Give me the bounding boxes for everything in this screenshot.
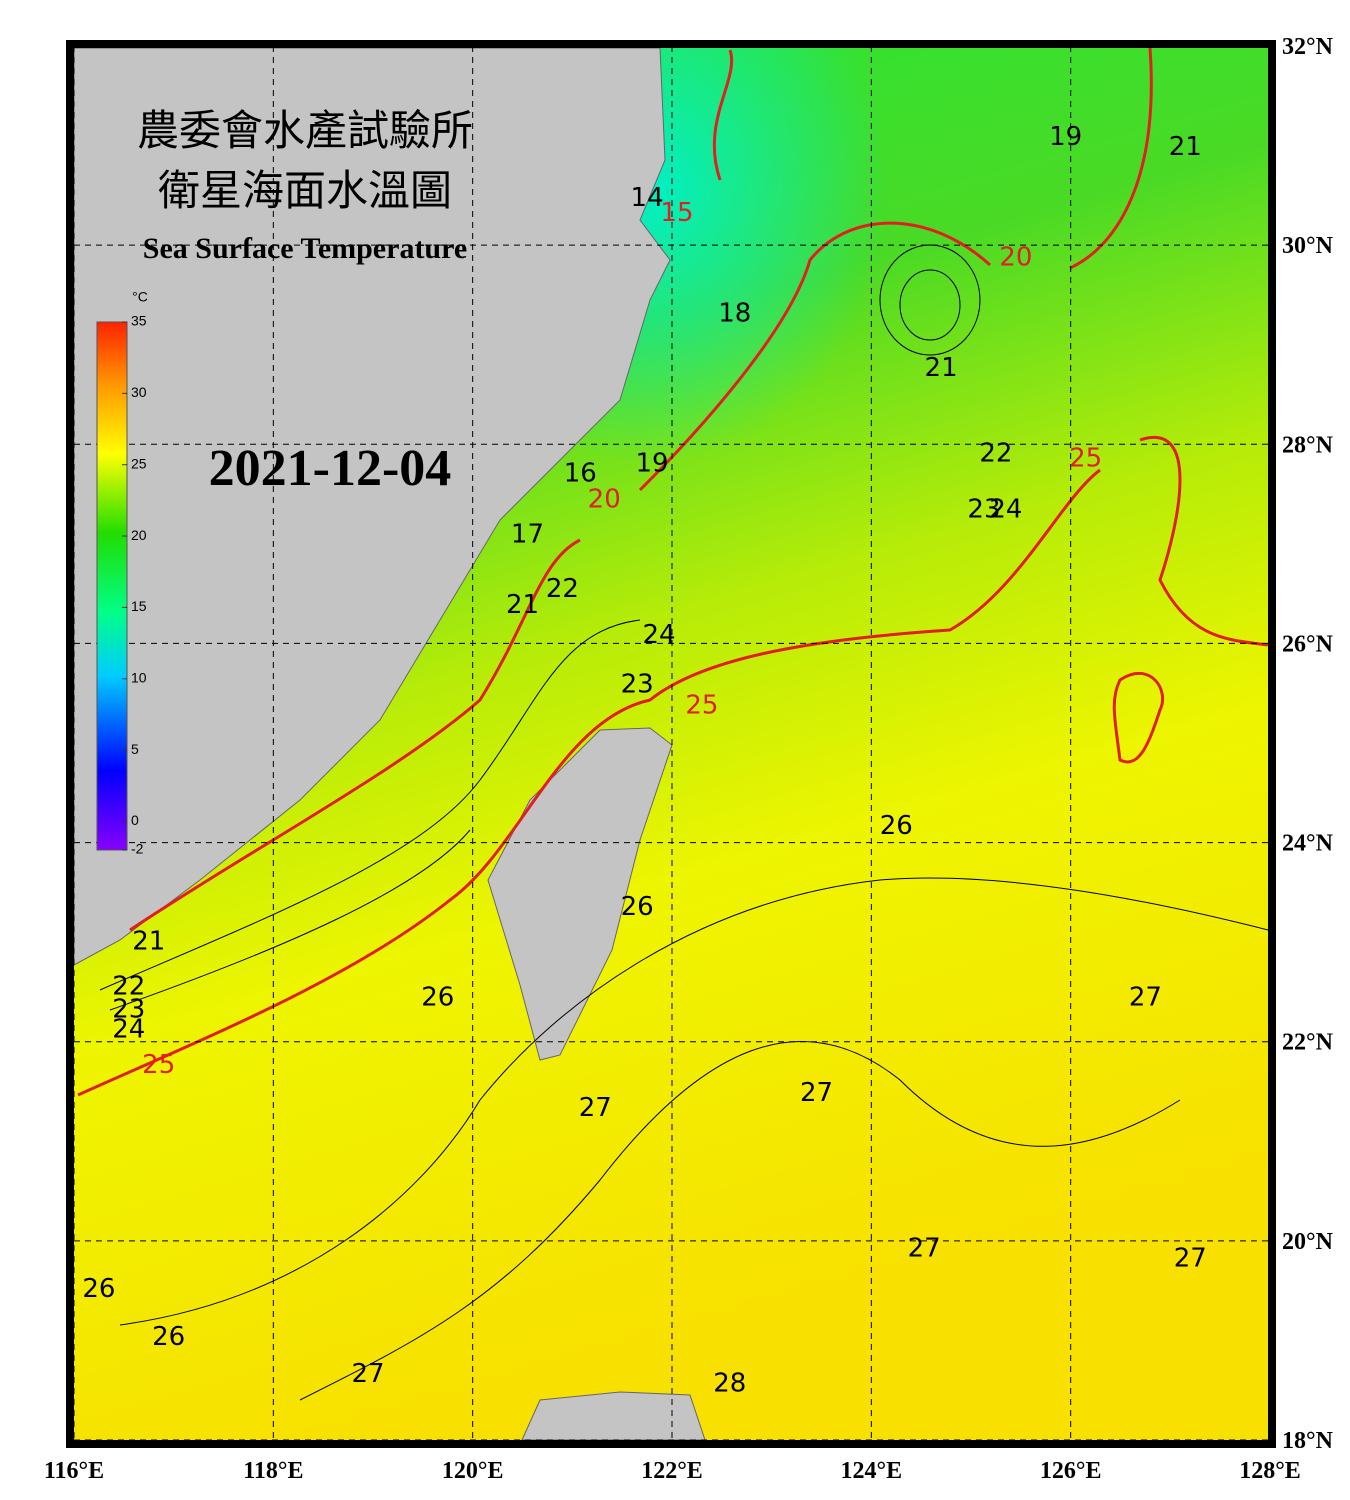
contour-label: 27 xyxy=(351,1359,384,1389)
colorbar-unit: °C xyxy=(132,289,148,305)
lat-label: 22°N xyxy=(1282,1030,1334,1056)
contour-label: 24 xyxy=(112,1014,145,1044)
lat-label: 24°N xyxy=(1282,831,1334,857)
contour-label: 20 xyxy=(999,243,1032,273)
contour-label: 21 xyxy=(925,353,958,383)
lat-label: 26°N xyxy=(1282,631,1334,657)
contour-label: 23 xyxy=(621,670,654,700)
contour-label: 15 xyxy=(660,198,693,228)
date: 2021-12-04 xyxy=(209,440,452,497)
lon-label: 116°E xyxy=(44,1458,104,1484)
contour-label: 24 xyxy=(989,495,1022,525)
frame xyxy=(66,40,1276,1448)
contour-label: 25 xyxy=(142,1050,175,1080)
contours xyxy=(99,244,1269,1401)
colorbar-tick-label: 10 xyxy=(131,669,147,685)
contour-label: 26 xyxy=(880,811,913,841)
lon-label: 124°E xyxy=(841,1458,903,1484)
lat-label: 28°N xyxy=(1282,432,1334,458)
contour-label: 16 xyxy=(564,459,597,489)
lon-label: 122°E xyxy=(641,1458,703,1484)
contour-label: 28 xyxy=(713,1369,746,1399)
contour-label: 21 xyxy=(1169,132,1202,162)
contour-label: 23 xyxy=(112,994,145,1024)
contour-label: 14 xyxy=(631,183,664,213)
isotherms xyxy=(77,47,1269,1097)
contour-label: 24 xyxy=(642,620,675,650)
contour-label: 22 xyxy=(112,971,145,1001)
lon-label: 120°E xyxy=(442,1458,504,1484)
subtitle-zh: 衛星海面水溫圖 xyxy=(158,166,452,215)
lon-label: 128°E xyxy=(1239,1458,1301,1484)
colorbar-tick-label: 0 xyxy=(131,812,139,828)
lat-label: 30°N xyxy=(1282,233,1334,259)
contour-label: 25 xyxy=(1069,444,1102,474)
lat-label: 18°N xyxy=(1282,1428,1334,1454)
colorbar-tick-label: 30 xyxy=(131,384,147,400)
title-en: Sea Surface Temperature xyxy=(143,232,467,265)
contour-label: 26 xyxy=(421,982,454,1012)
contour-label: 19 xyxy=(1049,122,1082,152)
contour-label: 19 xyxy=(636,449,669,479)
contour-label: 21 xyxy=(132,927,165,957)
contour-label: 27 xyxy=(579,1093,612,1123)
contour-label: 21 xyxy=(506,590,539,620)
contour-label: 22 xyxy=(546,574,579,604)
luzon xyxy=(521,1391,706,1441)
colorbar-tick-label: 5 xyxy=(131,741,139,757)
contour-label: 23 xyxy=(967,495,1000,525)
colorbar-tick-label: -2 xyxy=(131,841,144,857)
contour-label: 18 xyxy=(718,298,751,328)
contour-label: 22 xyxy=(979,439,1012,469)
lat-label: 32°N xyxy=(1282,34,1334,60)
colorbar-tick-label: 20 xyxy=(131,527,147,543)
contour-label: 26 xyxy=(621,892,654,922)
colorbar-tick-label: 25 xyxy=(131,455,147,471)
contour-label: 27 xyxy=(800,1078,833,1108)
contour-label: 27 xyxy=(908,1233,941,1263)
contour-label: 26 xyxy=(152,1322,185,1352)
lon-label: 126°E xyxy=(1040,1458,1102,1484)
taiwan xyxy=(487,727,673,1061)
mainland xyxy=(73,47,671,966)
contour-label: 26 xyxy=(82,1274,115,1304)
colorbar-tick-label: 35 xyxy=(131,313,147,329)
colorbar-tick-label: 15 xyxy=(131,598,147,614)
contour-label: 17 xyxy=(511,519,544,549)
lon-label: 118°E xyxy=(243,1458,303,1484)
title-zh: 農委會水產試驗所 xyxy=(137,106,473,155)
contour-label: 25 xyxy=(685,691,718,721)
lat-label: 20°N xyxy=(1282,1229,1334,1255)
contour-label: 27 xyxy=(1174,1243,1207,1273)
contour-label: 27 xyxy=(1129,982,1162,1012)
colorbar xyxy=(96,321,128,851)
contour-label: 20 xyxy=(588,485,621,515)
